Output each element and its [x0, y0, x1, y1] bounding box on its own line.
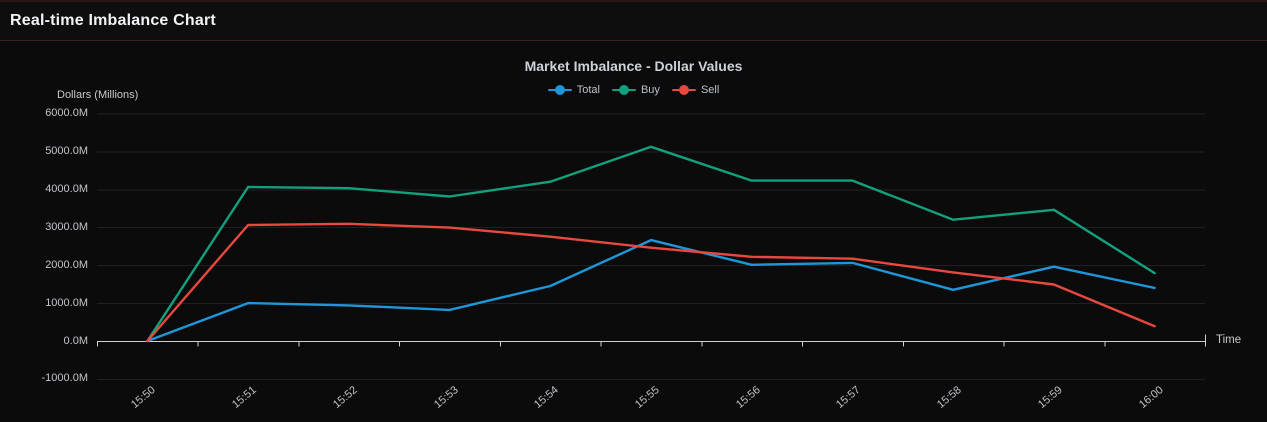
y-tick-label: 3000.0M — [45, 220, 88, 233]
series-line-sell — [146, 222, 1156, 343]
legend-marker-buy-icon — [611, 84, 636, 96]
legend-label-total: Total — [576, 84, 600, 96]
series-line-total — [146, 238, 1156, 343]
panel-header: Real-time Imbalance Chart — [0, 0, 1267, 41]
panel-title: Real-time Imbalance Chart — [10, 12, 216, 29]
y-tick-label: -1000.0M — [41, 372, 88, 385]
legend-item-buy[interactable]: Buy — [611, 84, 660, 96]
y-tick-label: 6000.0M — [45, 106, 88, 119]
legend-label-sell: Sell — [700, 84, 720, 96]
legend-marker-sell-icon — [671, 84, 696, 96]
y-tick-label: 2000.0M — [45, 258, 88, 271]
chart-title: Market Imbalance - Dollar Values — [524, 58, 743, 74]
y-tick-label: 5000.0M — [45, 144, 88, 157]
chart-legend: Total Buy Sell — [0, 84, 1267, 96]
y-tick-label: 1000.0M — [45, 296, 88, 309]
legend-label-buy: Buy — [640, 84, 660, 96]
y-axis-title: Dollars (Millions) — [57, 89, 139, 101]
x-axis-title: Time — [1216, 334, 1242, 346]
legend-marker-total-icon — [547, 84, 572, 96]
y-tick-label: 4000.0M — [45, 182, 88, 195]
y-tick-label: 0.0M — [63, 334, 88, 347]
series-line-buy — [146, 145, 1156, 343]
legend-item-total[interactable]: Total — [547, 84, 600, 96]
legend-item-sell[interactable]: Sell — [671, 84, 720, 96]
